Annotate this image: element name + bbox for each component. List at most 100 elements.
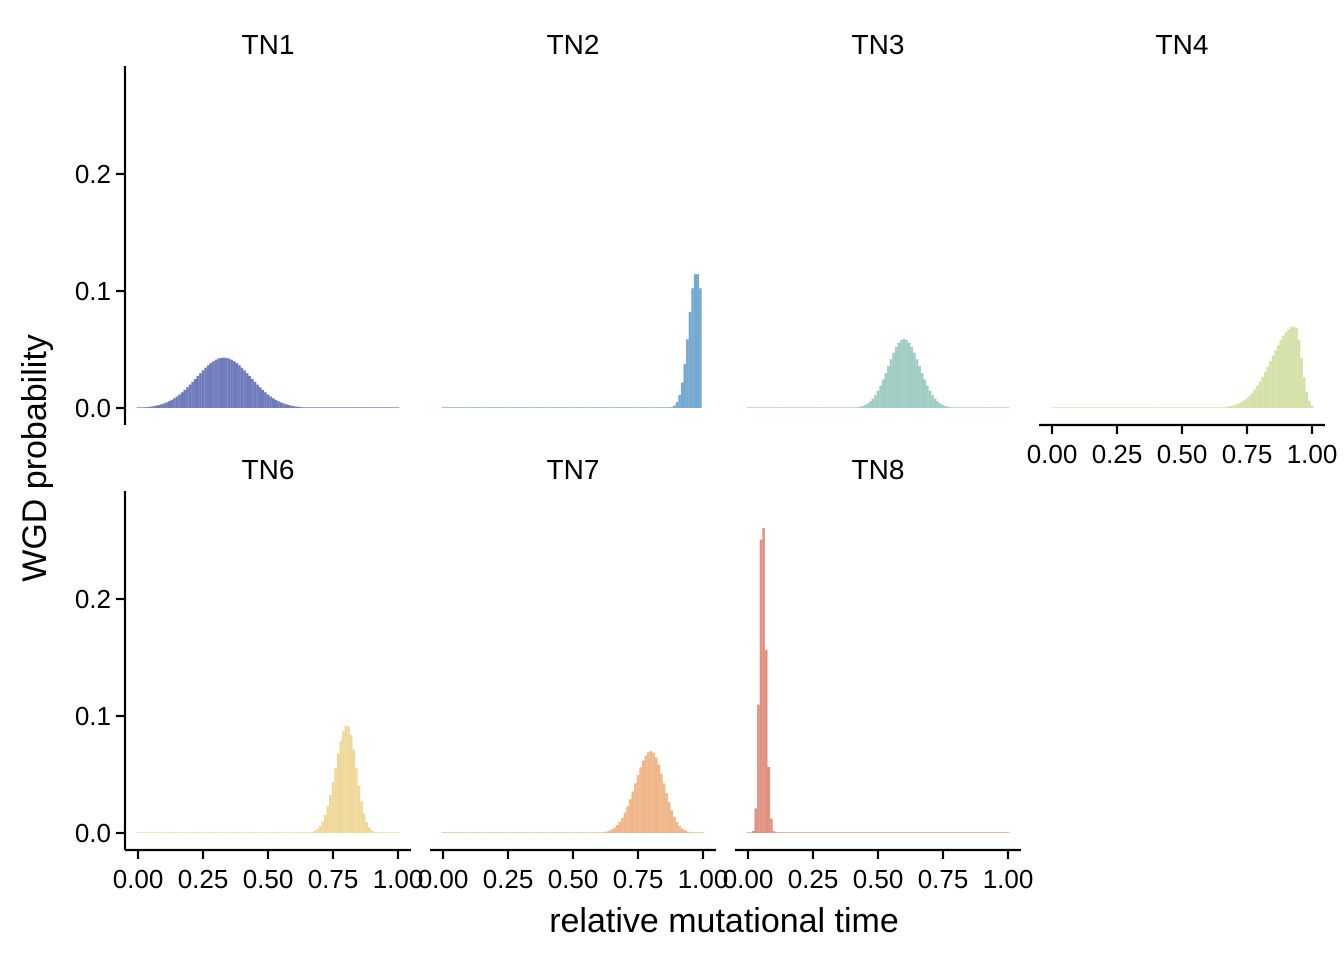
histogram-bar — [459, 832, 463, 833]
facet-title: TN1 — [242, 29, 295, 60]
histogram-bars — [136, 357, 400, 408]
histogram-bar — [524, 407, 528, 408]
x-axis-title: relative mutational time — [549, 902, 899, 940]
histogram-bar — [347, 407, 350, 408]
histogram-bar — [1006, 407, 1010, 408]
histogram-bar — [1310, 405, 1314, 408]
histogram-bar — [396, 407, 400, 408]
histogram-bar — [204, 832, 207, 833]
histogram-bar — [749, 407, 752, 408]
histogram-bar — [855, 407, 859, 408]
histogram-bar — [1292, 326, 1296, 408]
histogram-bar — [965, 832, 968, 833]
histogram-bar — [336, 753, 340, 833]
histogram-bar — [287, 832, 291, 833]
histogram-bar — [597, 832, 601, 833]
histogram-bar — [933, 832, 937, 833]
histogram-bar — [498, 832, 502, 833]
histogram-bar — [863, 404, 867, 408]
histogram-bar — [444, 832, 447, 833]
histogram-bar — [1269, 361, 1272, 408]
x-tick-label: 0.75 — [308, 864, 359, 894]
histogram-bar — [160, 832, 163, 833]
histogram-bar — [1107, 407, 1111, 408]
histogram-bar — [900, 339, 903, 408]
histogram-bar — [796, 407, 799, 408]
histogram-bar — [488, 832, 492, 833]
histogram-bar — [261, 389, 265, 408]
histogram-bar — [271, 398, 275, 408]
histogram-bar — [754, 808, 758, 833]
histogram-bar — [946, 832, 950, 833]
histogram-bar — [915, 359, 919, 408]
histogram-bar — [639, 767, 642, 833]
histogram-bar — [282, 403, 285, 408]
histogram-bar — [248, 832, 252, 833]
histogram-bar — [352, 407, 356, 408]
histogram-bar — [313, 830, 317, 833]
histogram-bar — [349, 407, 353, 408]
histogram-bar — [628, 799, 632, 833]
histogram-bar — [206, 365, 210, 408]
histogram-bar — [240, 367, 244, 408]
histogram-bar — [180, 392, 184, 408]
histogram-bar — [297, 406, 301, 408]
histogram-bar — [983, 407, 986, 408]
histogram-bar — [993, 407, 997, 408]
histogram-bars — [746, 338, 1010, 408]
histogram-bar — [232, 361, 236, 408]
histogram-bar — [360, 801, 363, 833]
histogram-bar — [894, 347, 898, 408]
histogram-bar — [746, 832, 750, 833]
histogram-bar — [1295, 327, 1298, 408]
histogram-bar — [173, 398, 176, 408]
histogram-bar — [1274, 350, 1277, 408]
histogram-bar — [214, 832, 218, 833]
histogram-bar — [967, 407, 971, 408]
histogram-bar — [1004, 407, 1007, 408]
histogram-bar — [1227, 406, 1231, 408]
histogram-bar — [584, 407, 588, 408]
histogram-bar — [232, 832, 236, 833]
histogram-bar — [344, 407, 348, 408]
histogram-bar — [889, 359, 893, 408]
histogram-bar — [1097, 407, 1101, 408]
histogram-bar — [506, 407, 510, 408]
histogram-bar — [550, 832, 554, 833]
histogram-bar — [835, 832, 838, 833]
histogram-bar — [1068, 407, 1072, 408]
histogram-bar — [352, 749, 356, 833]
histogram-bar — [1222, 407, 1225, 408]
histogram-bar — [610, 829, 614, 833]
histogram-bar — [767, 766, 771, 833]
histogram-bar — [506, 832, 510, 833]
histogram-bar — [926, 832, 929, 833]
histogram-bar — [1126, 407, 1129, 408]
histogram-bar — [667, 802, 671, 833]
histogram-bar — [165, 832, 168, 833]
histogram-bar — [1211, 407, 1215, 408]
y-tick-label: 0.2 — [75, 584, 111, 614]
histogram-bar — [449, 832, 453, 833]
histogram-bar — [933, 398, 937, 408]
histogram-bar — [1087, 407, 1090, 408]
histogram-bar — [548, 832, 551, 833]
histogram-bar — [496, 832, 499, 833]
histogram-bar — [845, 832, 849, 833]
histogram-bar — [321, 407, 324, 408]
histogram-bar — [457, 832, 460, 833]
histogram-bar — [357, 785, 361, 833]
histogram-bar — [691, 288, 694, 408]
histogram-bar — [225, 832, 228, 833]
histogram-bar — [256, 384, 259, 408]
histogram-bar — [944, 406, 947, 408]
histogram-bar — [524, 832, 528, 833]
y-axis-title: WGD probability — [16, 334, 54, 582]
histogram-bar — [514, 407, 518, 408]
histogram-bar — [465, 407, 468, 408]
histogram-bar — [316, 407, 319, 408]
histogram-bar — [605, 407, 609, 408]
facet-title: TN4 — [1156, 29, 1209, 60]
histogram-bar — [806, 832, 810, 833]
histogram-bar — [683, 363, 687, 408]
